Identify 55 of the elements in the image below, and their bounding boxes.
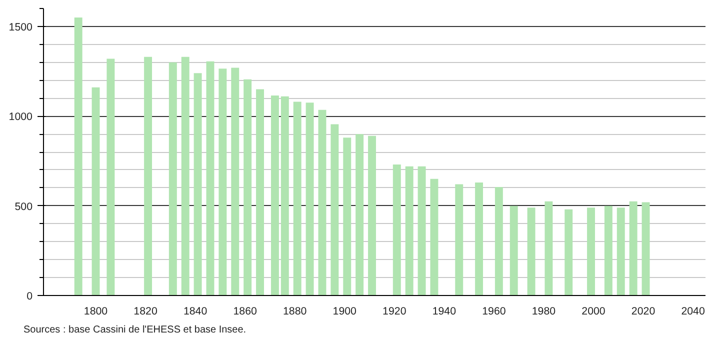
bar bbox=[206, 61, 214, 296]
bar bbox=[144, 56, 152, 296]
bar bbox=[356, 134, 364, 296]
bar bbox=[430, 178, 438, 296]
y-tick-label: 500 bbox=[14, 200, 33, 213]
bar bbox=[527, 208, 536, 296]
bar bbox=[510, 206, 518, 296]
bar bbox=[74, 17, 82, 296]
bar bbox=[270, 95, 279, 296]
bar bbox=[318, 110, 326, 296]
x-tick-label: 1880 bbox=[283, 306, 307, 318]
y-tick-label: 1000 bbox=[8, 111, 33, 124]
bar bbox=[92, 87, 100, 296]
bar bbox=[494, 186, 503, 296]
bar bbox=[629, 201, 638, 296]
bar bbox=[418, 166, 426, 296]
bar bbox=[642, 202, 650, 296]
y-tick-label: 0 bbox=[26, 290, 33, 302]
bar bbox=[280, 96, 289, 296]
bar bbox=[168, 62, 177, 296]
x-tick-label: 1960 bbox=[482, 306, 506, 318]
bar bbox=[293, 102, 302, 296]
y-tick-label: 1500 bbox=[8, 21, 33, 34]
x-tick-label: 1860 bbox=[233, 306, 258, 318]
bar bbox=[475, 182, 484, 296]
x-tick-label: 1820 bbox=[134, 306, 158, 318]
x-tick-label: 1920 bbox=[382, 306, 406, 318]
bar bbox=[306, 102, 314, 296]
bar bbox=[392, 164, 401, 296]
bar bbox=[616, 208, 625, 296]
x-tick-label: 1940 bbox=[432, 306, 456, 318]
x-tick-label: 2040 bbox=[681, 306, 705, 318]
bar bbox=[455, 184, 464, 296]
bar bbox=[564, 209, 573, 296]
x-tick-label: 1980 bbox=[532, 306, 556, 318]
bar bbox=[218, 68, 227, 296]
x-tick-label: 1840 bbox=[183, 306, 208, 318]
x-tick-label: 2000 bbox=[582, 306, 606, 318]
bar bbox=[368, 136, 376, 296]
bar bbox=[181, 56, 190, 296]
bar bbox=[405, 166, 414, 296]
bar bbox=[194, 73, 202, 296]
bar bbox=[544, 201, 553, 296]
x-tick-label: 1900 bbox=[332, 306, 357, 318]
bar bbox=[330, 124, 339, 296]
bar bbox=[343, 138, 352, 296]
x-tick-label: 2020 bbox=[631, 306, 656, 318]
source-note: Sources : base Cassini de l'EHESS et base Insee. bbox=[24, 324, 246, 336]
x-tick-label: 1800 bbox=[84, 306, 108, 318]
bar bbox=[244, 79, 252, 296]
bar bbox=[256, 89, 264, 296]
bar bbox=[106, 58, 115, 296]
bar bbox=[231, 68, 240, 296]
bar bbox=[604, 206, 612, 296]
bar bbox=[587, 208, 595, 296]
